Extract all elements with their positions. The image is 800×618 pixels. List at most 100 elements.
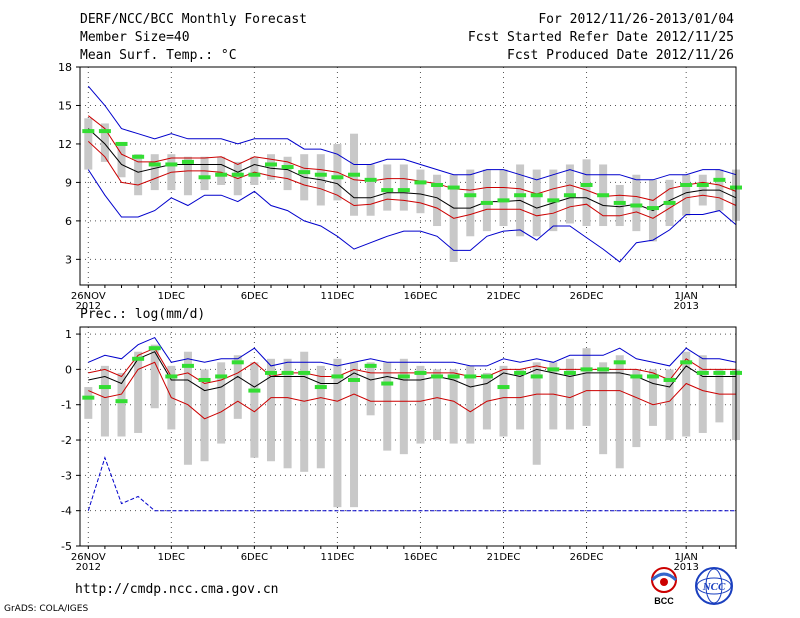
temp-spread-bar [217,156,226,185]
temp-ytick-label: 12 [58,138,72,151]
temp-spread-bar [383,164,392,211]
produced-date: Fcst Produced Date 2012/11/26 [507,48,734,63]
temp-observed-mark [381,188,394,193]
prec-xtick-year: 2013 [673,562,698,573]
temp-spread-bar [499,169,508,227]
temp-observed-mark [563,193,576,198]
temp-observed-mark [680,182,693,187]
temp-spread-bar [84,118,93,170]
temp-observed-mark [646,206,659,211]
temp-observed-mark [497,198,510,203]
prec-observed-mark [348,377,361,382]
temp-observed-mark [464,193,477,198]
temp-spread-bar [183,156,192,196]
prec-spread-bar [100,365,109,437]
prec-spread-bar [499,365,508,437]
prec-xtick-label: 1JAN [674,552,697,563]
prec-spread-bar [233,355,242,419]
temp-observed-mark [298,170,311,175]
temp-observed-mark [148,162,161,167]
prec-observed-mark [181,363,194,368]
prec-spread-bar [549,362,558,430]
prec-spread-bar [217,362,226,444]
prec-observed-mark [198,377,211,382]
temp-observed-mark [364,177,377,182]
prec-spread-bar [183,351,192,465]
prec-spread-bar [632,369,641,448]
prec-spread-bar [532,362,541,465]
prec-spread-bar [599,362,608,455]
prec-spread-bar [648,369,657,426]
prec-spread-bar [200,369,209,462]
prec-observed-mark [148,346,161,351]
temp-xtick-label: 1DEC [158,291,185,302]
source-url[interactable]: http://cmdp.ncc.cma.gov.cn [75,582,279,597]
prec-observed-mark [613,360,626,365]
prec-spread-bar [516,369,525,430]
temp-ytick-label: 6 [65,215,72,228]
prec-spread-bar [134,351,143,433]
prec-ytick-label: -2 [61,434,72,447]
temp-spread-bar [266,154,275,180]
prec-observed-mark [563,370,576,375]
temp-spread-bar [250,156,259,185]
prec-observed-mark [580,367,593,372]
temp-observed-mark [98,129,111,134]
prec-spread-bar [84,387,93,419]
temp-spread-bar [200,156,209,191]
temp-xtick-year: 2012 [76,301,101,312]
temp-xtick-label: 21DEC [487,291,521,302]
temp-ytick-label: 3 [65,253,72,266]
prec-xtick-label: 16DEC [404,552,438,563]
prec-observed-mark [264,370,277,375]
prec-observed-mark [165,374,178,379]
forecast-period: For 2012/11/26-2013/01/04 [538,12,734,27]
temp-spread-bar [366,164,375,216]
prec-observed-mark [248,388,261,393]
prec-observed-mark [132,356,145,361]
temp-line-lower [87,141,737,219]
temp-observed-mark [248,172,261,177]
prec-observed-mark [364,363,377,368]
prec-ytick-label: -4 [61,505,72,518]
prec-spread-bar [615,355,624,469]
prec-spread-bar [117,372,126,437]
prec-xtick-year: 2012 [76,562,101,573]
prec-xtick-label: 1DEC [158,552,185,563]
prec-xtick-label: 6DEC [241,552,268,563]
temp-line-max [87,85,737,181]
temp-spread-bar [615,184,624,227]
prec-ytick-label: -3 [61,469,72,482]
prec-observed-mark [298,370,311,375]
prec-ytick-label: -1 [61,399,72,412]
prec-observed-mark [713,370,726,375]
prec-spread-bar [399,358,408,455]
temp-ytick-label: 18 [58,61,72,74]
bcc-logo: BCC [650,567,678,606]
temp-observed-mark [630,203,643,208]
prec-spread-bar [300,351,309,472]
temp-observed-mark [597,193,610,198]
temp-xtick-label: 26NOV [71,291,106,302]
prec-spread-bar [682,351,691,437]
ncc-logo: NCC [695,567,733,605]
temp-observed-mark [397,188,410,193]
temp-observed-mark [696,182,709,187]
prec-panel-title: Prec.: log(mm/d) [80,307,205,322]
temp-spread-bar [117,143,126,178]
prec-observed-mark [215,374,228,379]
prec-spread-bar [250,362,259,458]
temp-observed-mark [480,200,493,205]
prec-observed-mark [381,381,394,386]
prec-observed-mark [397,374,410,379]
temp-xtick-label: 26DEC [570,291,604,302]
temp-spread-bar [416,169,425,214]
temp-plot-frame [79,66,737,286]
temp-observed-mark [348,172,361,177]
prec-xtick-label: 26DEC [570,552,604,563]
temp-spread-bar [482,169,491,232]
prec-line-lower [88,361,736,420]
temp-observed-mark [281,165,294,170]
temp-spread-bar [682,174,691,216]
